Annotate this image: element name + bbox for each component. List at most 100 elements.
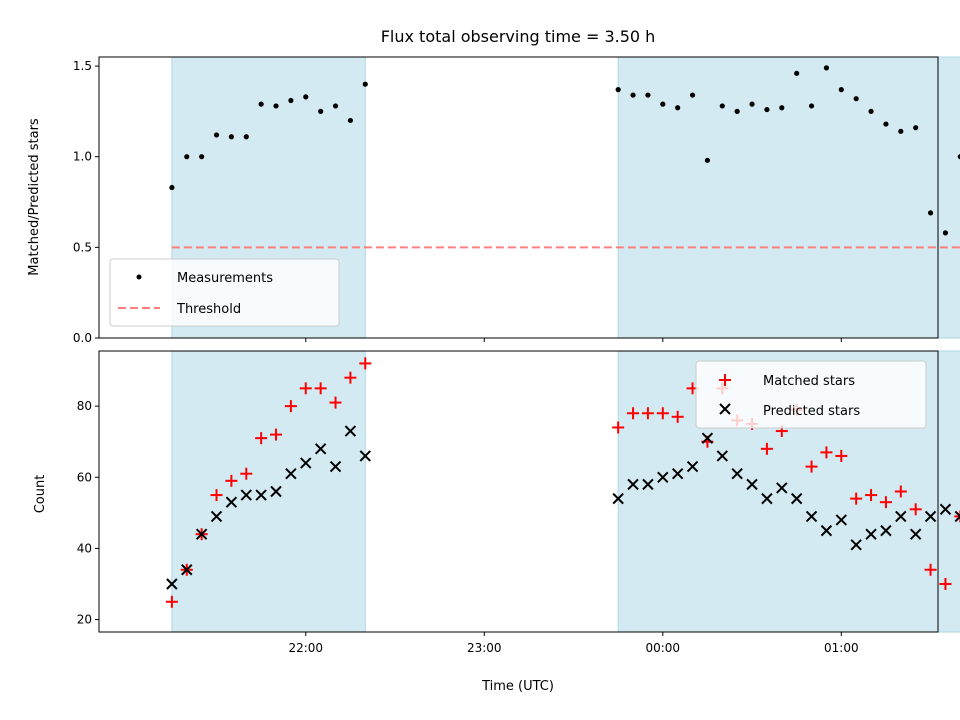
matched-star-point	[359, 357, 372, 370]
predicted-stars-points	[166, 425, 960, 590]
measurement-point	[883, 121, 889, 127]
predicted-star-point	[761, 492, 773, 505]
top-x-ticks	[305, 338, 842, 342]
top-panel: 0.0 0.5 1.0 1.5 Flux total observing time =…	[27, 27, 960, 345]
measurement-point	[645, 92, 651, 98]
y-tick-label: 20	[77, 613, 92, 627]
legend-measurements-marker	[136, 274, 142, 280]
matched-star-point	[805, 460, 818, 473]
measurement-point	[318, 108, 324, 114]
measurement-point	[213, 132, 220, 138]
measurement-point	[332, 103, 339, 109]
bottom-y-axis-label: Count	[33, 475, 48, 514]
matched-star-point	[225, 474, 238, 487]
measurement-point	[243, 134, 249, 140]
matched-star-point	[671, 410, 684, 423]
legend-measurements-label: Measurements	[177, 271, 273, 286]
measurement-point	[927, 210, 934, 216]
matched-star-point	[924, 563, 937, 576]
matched-star-point	[210, 489, 223, 502]
measurement-point	[913, 125, 919, 131]
top-shaded-intervals	[171, 56, 960, 339]
matched-star-point	[255, 432, 268, 445]
measurement-point	[675, 105, 681, 111]
top-y-axis-label: Matched/Predicted stars	[27, 118, 42, 276]
y-tick-label: 80	[77, 399, 92, 413]
measurement-point	[184, 154, 190, 160]
measurement-point	[794, 70, 800, 76]
bottom-legend-box	[695, 360, 927, 429]
legend-predicted-label: Predicted stars	[763, 404, 860, 419]
matched-star-point	[270, 428, 283, 441]
matched-star-point	[954, 510, 960, 523]
top-axes-frame	[98, 56, 939, 339]
measurement-point	[868, 108, 874, 114]
predicted-star-point	[195, 528, 208, 540]
predicted-star-point	[924, 510, 937, 523]
predicted-star-point	[776, 482, 788, 494]
predicted-star-point	[300, 457, 312, 469]
measurement-point	[303, 94, 309, 100]
x-tick-label: 22:00	[288, 641, 323, 655]
bottom-y-ticks: 20 40 60 80	[77, 399, 99, 627]
top-y-ticks: 0.0 0.5 1.0 1.5	[73, 59, 99, 345]
matched-star-point	[879, 496, 892, 509]
predicted-star-point	[225, 496, 238, 508]
matched-star-point	[939, 577, 952, 590]
predicted-star-point	[344, 425, 357, 437]
x-axis-label: Time (UTC)	[481, 679, 554, 694]
measurement-point	[228, 134, 234, 140]
predicted-star-point	[181, 564, 193, 576]
predicted-star-point	[850, 539, 862, 551]
shaded-interval	[617, 56, 960, 339]
measurement-point	[734, 108, 740, 114]
measurement-point	[273, 103, 279, 109]
predicted-star-point	[285, 468, 297, 480]
legend-matched-marker	[719, 374, 731, 386]
measurement-point	[199, 154, 205, 160]
measurement-point	[660, 101, 666, 107]
x-tick-label: 00:00	[645, 641, 680, 655]
predicted-star-point	[865, 528, 877, 540]
predicted-star-point	[657, 471, 669, 483]
predicted-star-point	[805, 510, 818, 523]
measurement-point	[749, 101, 755, 107]
measurement-point	[630, 92, 636, 98]
predicted-star-point	[642, 478, 654, 491]
legend-matched-label: Matched stars	[763, 374, 855, 389]
predicted-star-point	[701, 432, 714, 444]
measurement-point	[779, 105, 785, 111]
measurement-point	[823, 65, 830, 71]
measurement-point	[615, 87, 621, 93]
legend-predicted-marker	[719, 403, 731, 415]
predicted-star-point	[314, 443, 327, 455]
predicted-star-point	[895, 510, 907, 523]
matched-star-point	[894, 485, 907, 498]
predicted-star-point	[166, 578, 178, 590]
predicted-star-point	[627, 478, 639, 491]
predicted-star-point	[954, 510, 960, 523]
predicted-star-point	[270, 485, 282, 498]
chart-title: Flux total observing time = 3.50 h	[381, 27, 656, 46]
matched-star-point	[835, 449, 848, 462]
measurement-points	[169, 65, 960, 236]
matched-star-point	[314, 382, 327, 395]
predicted-star-point	[210, 510, 223, 523]
predicted-star-point	[790, 492, 803, 505]
predicted-star-point	[359, 450, 371, 462]
matched-star-point	[909, 503, 922, 516]
matched-star-point	[329, 396, 342, 409]
y-tick-label: 0.0	[73, 331, 92, 345]
y-tick-label: 0.5	[73, 240, 92, 254]
matched-star-point	[165, 595, 178, 608]
predicted-star-point	[240, 489, 252, 501]
predicted-star-point	[686, 460, 699, 473]
matched-star-point	[656, 407, 669, 420]
y-tick-label: 1.0	[73, 150, 92, 164]
measurement-point	[957, 154, 960, 160]
top-legend: Measurements Threshold	[109, 258, 340, 327]
measurement-point	[258, 101, 264, 107]
